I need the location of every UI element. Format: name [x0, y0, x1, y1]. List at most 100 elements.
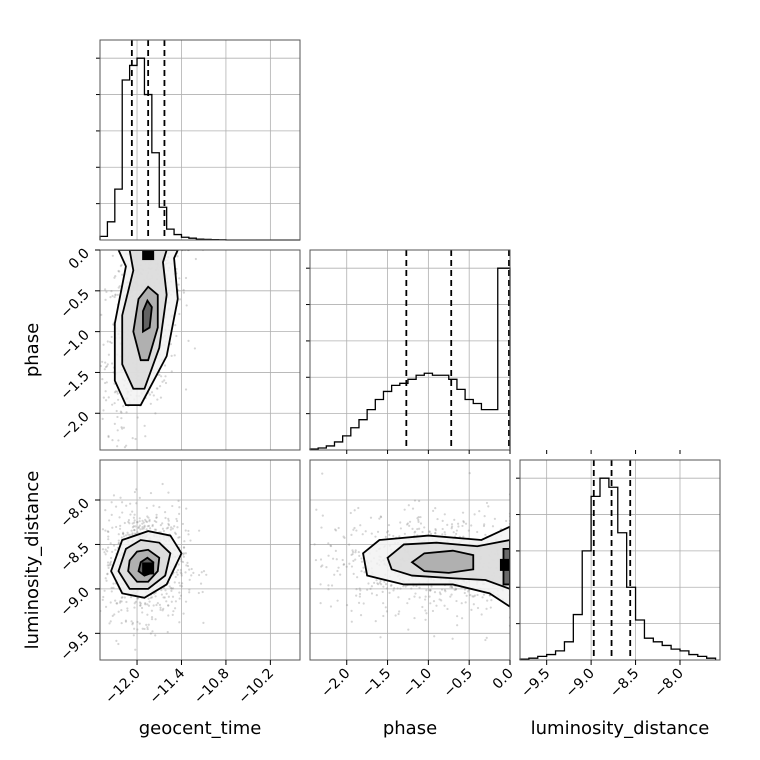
sample-point — [134, 648, 137, 651]
sample-point — [446, 607, 449, 611]
sample-point — [100, 313, 103, 316]
sample-point — [184, 276, 188, 280]
sample-point — [161, 609, 164, 612]
sample-point — [118, 285, 121, 288]
sample-point — [350, 609, 353, 612]
sample-point — [107, 353, 110, 356]
sample-point — [161, 522, 164, 525]
sample-point — [358, 554, 361, 557]
sample-point — [105, 365, 109, 368]
x-tick-label-geocent_time: −10.2 — [236, 666, 278, 708]
sample-point — [402, 585, 405, 588]
y-tick-label-phase: 0.0 — [66, 246, 93, 273]
sample-point — [202, 621, 205, 624]
sample-point — [154, 528, 158, 531]
sample-point — [351, 552, 354, 556]
sample-point — [154, 412, 157, 415]
sample-point — [385, 531, 389, 534]
sample-point — [128, 533, 131, 536]
sample-point — [334, 549, 337, 553]
sample-point — [107, 538, 110, 541]
sample-point — [381, 590, 384, 594]
sample-point — [167, 604, 170, 607]
sample-point — [117, 539, 120, 542]
sample-point — [110, 501, 113, 504]
x-axis-label-luminosity_distance: luminosity_distance — [531, 718, 710, 739]
sample-point — [136, 416, 139, 419]
sample-point — [188, 588, 191, 591]
sample-point — [106, 572, 109, 576]
sample-point — [146, 613, 149, 616]
sample-point — [334, 528, 337, 531]
sample-point — [115, 639, 118, 643]
sample-point — [141, 627, 144, 630]
sample-point — [145, 506, 148, 510]
sample-point — [354, 549, 357, 552]
sample-point — [131, 510, 134, 513]
sample-point — [327, 554, 330, 557]
sample-point — [190, 574, 193, 577]
sample-point — [136, 628, 139, 631]
sample-point — [167, 522, 170, 525]
sample-point — [164, 516, 167, 520]
sample-point — [132, 525, 135, 528]
sample-point — [112, 582, 115, 585]
y-axis-label-phase: phase — [22, 323, 43, 377]
sample-point — [117, 286, 120, 289]
sample-point — [146, 626, 149, 629]
sample-point — [350, 553, 353, 557]
sample-point — [416, 528, 419, 531]
sample-point — [374, 620, 377, 623]
sample-point — [176, 573, 179, 576]
sample-point — [182, 553, 185, 556]
sample-point — [112, 323, 115, 326]
y-tick-label-phase: −2.0 — [57, 409, 92, 444]
sample-point — [103, 551, 106, 554]
sample-point — [455, 532, 458, 535]
sample-point — [175, 334, 178, 338]
sample-point — [104, 399, 108, 402]
sample-point — [137, 526, 140, 530]
sample-point — [131, 533, 134, 536]
contour-line-0-0 — [113, 250, 179, 407]
sample-point — [136, 521, 139, 524]
sample-point — [370, 532, 373, 535]
sample-point — [491, 525, 495, 528]
sample-point — [414, 530, 417, 533]
sample-point — [112, 586, 115, 589]
sample-point — [109, 340, 112, 343]
sample-point — [199, 582, 203, 585]
sample-point — [93, 512, 95, 514]
sample-point — [197, 591, 200, 595]
sample-point — [193, 347, 197, 350]
sample-point — [489, 606, 492, 609]
sample-point — [111, 526, 114, 529]
sample-point — [464, 601, 467, 604]
sample-point — [349, 511, 352, 515]
density-peak — [499, 558, 510, 571]
sample-point — [90, 330, 92, 332]
sample-point — [102, 396, 105, 399]
sample-point — [160, 593, 164, 596]
sample-point — [413, 499, 417, 502]
sample-point — [116, 392, 119, 395]
sample-point — [126, 609, 129, 612]
sample-point — [165, 592, 168, 595]
sample-point — [428, 530, 431, 534]
y-axis-luminosity_distance: −9.5 −9.0 −8.5 −8.0 luminosity_distance — [22, 471, 100, 664]
sample-point — [133, 529, 136, 532]
sample-point — [397, 596, 400, 599]
sample-point — [353, 509, 356, 512]
sample-point — [151, 523, 154, 527]
sample-point — [117, 642, 120, 646]
sample-point — [484, 638, 487, 642]
sample-point — [425, 589, 428, 592]
sample-point — [187, 533, 190, 536]
sample-point — [485, 636, 488, 639]
sample-point — [416, 517, 419, 520]
sample-point — [450, 586, 454, 589]
sample-point — [361, 533, 364, 536]
sample-point — [408, 520, 412, 523]
sample-point — [399, 527, 402, 530]
sample-point — [120, 411, 123, 414]
